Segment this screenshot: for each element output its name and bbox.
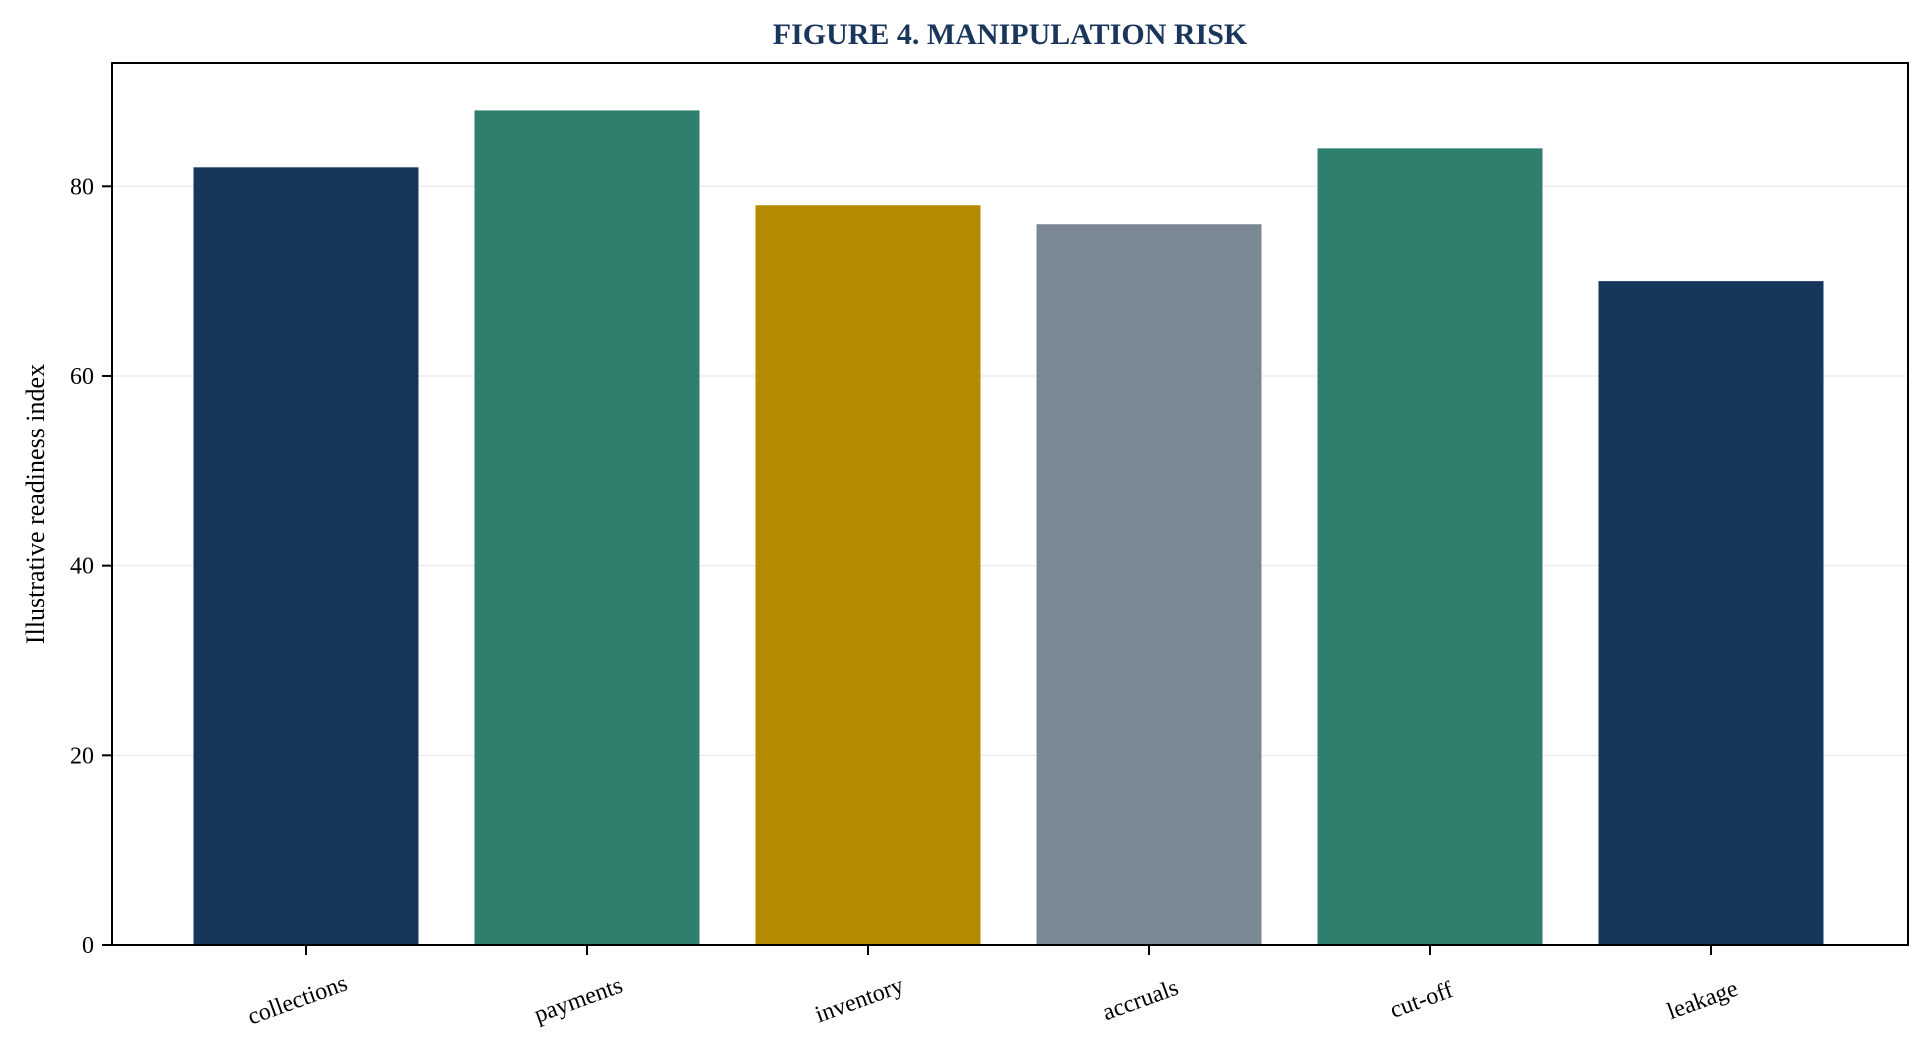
- y-tick-label-80: 80: [70, 174, 94, 200]
- x-axis-ticks: collections payments inventory accruals cut-…: [244, 945, 1741, 1030]
- bar-leakage: [1598, 281, 1824, 945]
- x-tick-label-payments: payments: [531, 972, 626, 1028]
- y-tick-label-40: 40: [70, 554, 94, 580]
- x-tick-label-accruals: accruals: [1099, 975, 1182, 1026]
- bar-cut-off: [1317, 148, 1543, 945]
- bars: [193, 110, 1824, 946]
- y-tick-label-0: 0: [82, 933, 94, 959]
- x-tick-label-cut-off: cut-off: [1387, 977, 1457, 1024]
- y-axis-ticks: 0 20 40 60 80: [70, 174, 112, 959]
- plot-frame: [111, 62, 1909, 946]
- y-tick-label-60: 60: [70, 364, 94, 390]
- chart-title: FIGURE 4. MANIPULATION RISK: [773, 18, 1248, 51]
- bar-collections: [193, 167, 419, 946]
- x-tick-label-inventory: inventory: [812, 972, 907, 1028]
- bar-payments: [474, 110, 700, 945]
- x-tick-label-leakage: leakage: [1664, 976, 1742, 1025]
- y-axis-label: Illustrative readiness index: [21, 364, 50, 644]
- y-tick-label-20: 20: [70, 743, 94, 769]
- bar-accruals: [1036, 224, 1262, 945]
- x-tick-label-collections: collections: [244, 970, 351, 1030]
- bar-inventory: [755, 205, 981, 946]
